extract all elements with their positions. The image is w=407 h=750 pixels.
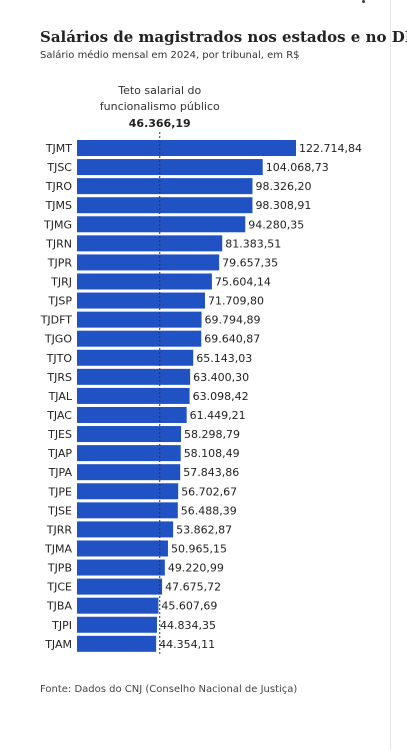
bar [77, 559, 165, 576]
category-label: TJPB [47, 562, 72, 575]
category-label: TJRS [46, 371, 72, 384]
value-label: 56.488,39 [181, 504, 237, 517]
bar [77, 216, 246, 233]
bar [77, 578, 163, 595]
value-label: 47.675,72 [165, 581, 221, 594]
category-label: TJMG [43, 218, 72, 231]
bar [77, 502, 178, 519]
bar [77, 292, 205, 309]
value-label: 44.354,11 [159, 638, 215, 651]
category-label: TJSP [47, 295, 72, 308]
value-label: 122.714,84 [299, 142, 362, 155]
category-label: TJPE [47, 485, 72, 498]
bar [77, 159, 263, 176]
chart-title: Salários de magistrados nos estados e no… [40, 28, 407, 46]
value-label: 81.383,51 [225, 237, 281, 250]
bar [77, 349, 194, 366]
value-label: 69.640,87 [204, 333, 260, 346]
category-label: TJGO [44, 333, 72, 346]
chart-subtitle: Salário médio mensal em 2024, por tribun… [40, 50, 300, 61]
bar [77, 406, 187, 423]
category-label: TJCE [46, 581, 72, 594]
bar [77, 311, 202, 328]
category-label: TJPR [47, 256, 73, 269]
reference-value: 46.366,19 [129, 117, 191, 130]
value-label: 69.794,89 [205, 314, 261, 327]
bar [77, 464, 181, 481]
value-label: 104.068,73 [266, 161, 329, 174]
category-label: TJPA [48, 466, 73, 479]
category-label: TJBA [46, 600, 73, 613]
bar [77, 235, 223, 252]
value-label: 79.657,35 [222, 256, 278, 269]
bar [77, 521, 174, 538]
bar-chart: TJMT 122.714,84 TJSC 104.068,73 TJRO 98.326,2… [40, 84, 362, 654]
category-label: TJAC [46, 409, 72, 422]
value-label: 58.298,79 [184, 428, 240, 441]
value-label: 61.449,21 [190, 409, 246, 422]
category-label: TJDFT [40, 314, 73, 327]
category-label: TJPI [51, 619, 72, 632]
value-label: 98.326,20 [255, 180, 311, 193]
value-label: 57.843,86 [183, 466, 239, 479]
value-label: 75.604,14 [215, 275, 271, 288]
value-label: 65.143,03 [196, 352, 252, 365]
source-note: Fonte: Dados do CNJ (Conselho Nacional d… [40, 684, 298, 695]
bar [77, 140, 296, 156]
category-label: TJMA [44, 542, 72, 555]
value-label: 63.400,30 [193, 371, 249, 384]
category-label: TJRN [45, 237, 72, 250]
category-label: TJSE [47, 504, 72, 517]
category-label: TJMT [45, 142, 72, 155]
value-label: 45.607,69 [161, 600, 217, 613]
edge-divider [390, 0, 391, 750]
bar [77, 368, 191, 385]
category-label: TJES [47, 428, 72, 441]
reference-label: Teto salarial do [117, 84, 201, 97]
bar [77, 445, 181, 462]
category-label: TJAP [47, 447, 72, 460]
bar [77, 597, 159, 614]
bar [77, 178, 253, 195]
value-label: 58.108,49 [184, 447, 240, 460]
category-label: TJRO [45, 180, 73, 193]
value-label: 94.280,35 [248, 218, 304, 231]
value-label: 98.308,91 [255, 199, 311, 212]
value-label: 71.709,80 [208, 295, 264, 308]
category-label: TJAL [48, 390, 73, 403]
corner-dot [362, 0, 365, 3]
value-label: 56.702,67 [181, 485, 237, 498]
category-label: TJRR [46, 523, 73, 536]
value-label: 49.220,99 [168, 562, 224, 575]
category-label: TJAM [44, 638, 72, 651]
category-label: TJMS [45, 199, 72, 212]
bar [77, 273, 212, 290]
bar [77, 616, 158, 633]
value-label: 53.862,87 [176, 523, 232, 536]
category-label: TJTO [46, 352, 73, 365]
value-label: 50.965,15 [171, 542, 227, 555]
bar [77, 330, 202, 347]
bar [77, 635, 157, 652]
value-label: 44.834,35 [160, 619, 216, 632]
value-label: 63.098,42 [193, 390, 249, 403]
bar [77, 426, 182, 443]
bar [77, 197, 253, 214]
bar [77, 483, 179, 500]
bar [77, 254, 220, 271]
category-label: TJSC [46, 161, 72, 174]
category-label: TJRJ [50, 275, 72, 288]
bar [77, 540, 168, 557]
reference-label: funcionalismo público [100, 100, 220, 113]
bar [77, 387, 190, 404]
